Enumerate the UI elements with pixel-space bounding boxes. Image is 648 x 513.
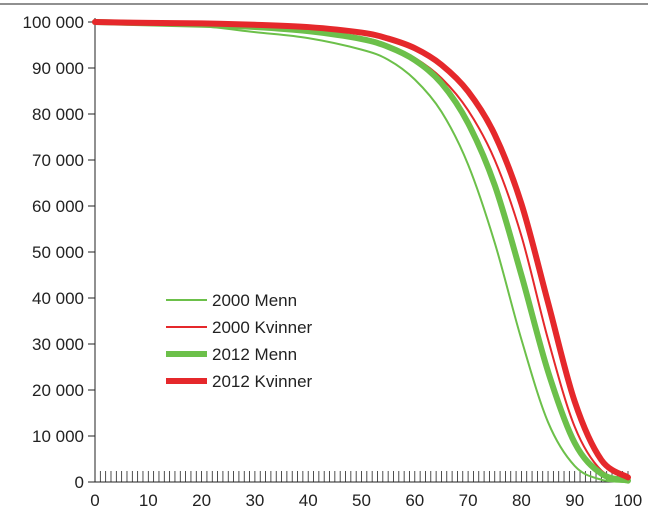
y-tick-label: 20 000 — [32, 381, 84, 400]
legend-label-2000-menn: 2000 Menn — [212, 291, 297, 310]
y-tick-label: 40 000 — [32, 289, 84, 308]
y-tick-label: 90 000 — [32, 59, 84, 78]
plot-area: 0 10 000 20 000 30 000 40 000 50 000 60 000 70 … — [23, 13, 643, 510]
x-tick-label: 50 — [352, 491, 371, 510]
series-line-2000-menn — [94, 21, 629, 483]
x-tick-label: 60 — [405, 491, 424, 510]
x-tick-label: 30 — [245, 491, 264, 510]
x-tick-label: 0 — [90, 491, 99, 510]
y-tick-label: 60 000 — [32, 197, 84, 216]
y-tick-label: 30 000 — [32, 335, 84, 354]
x-tick-label: 20 — [192, 491, 211, 510]
legend-label-2012-menn: 2012 Menn — [212, 345, 297, 364]
y-tick-label: 70 000 — [32, 151, 84, 170]
y-tick-label: 50 000 — [32, 243, 84, 262]
x-tick-label: 10 — [139, 491, 158, 510]
series-line-2012-menn — [92, 19, 631, 484]
x-tick-label: 100 — [614, 491, 642, 510]
legend: 2000 Menn 2000 Kvinner 2012 Menn 2012 Kvinn… — [166, 291, 313, 391]
y-tick-label: 0 — [75, 473, 84, 492]
legend-label-2000-kvinner: 2000 Kvinner — [212, 318, 313, 337]
x-tick-label: 80 — [512, 491, 531, 510]
y-tick-label: 100 000 — [23, 13, 84, 32]
y-tick-label: 10 000 — [32, 427, 84, 446]
y-tick-label: 80 000 — [32, 105, 84, 124]
series-line-2012-kvinner — [92, 19, 631, 481]
series-line-2000-kvinner — [94, 21, 629, 481]
x-tick-label: 70 — [459, 491, 478, 510]
x-tick-label: 40 — [299, 491, 318, 510]
legend-label-2012-kvinner: 2012 Kvinner — [212, 372, 313, 391]
x-tick-label: 90 — [565, 491, 584, 510]
